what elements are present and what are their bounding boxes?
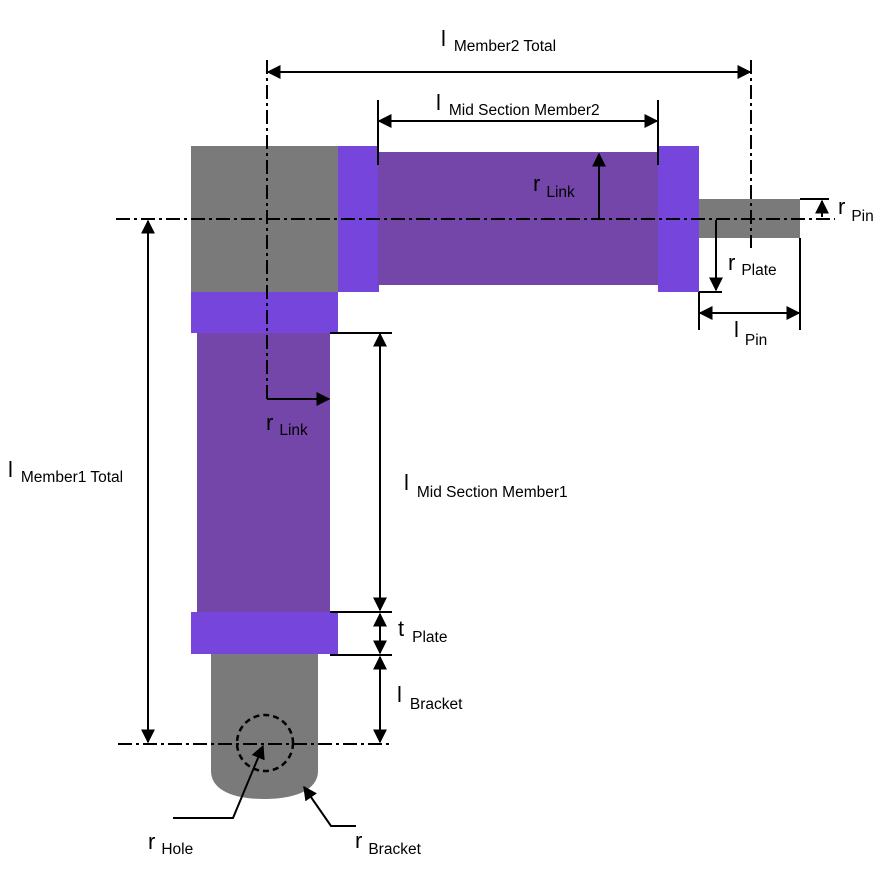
label-l-member2-total: l Member2 Total [441,26,556,55]
labels: l Member2 Total l Mid Section Member2 r Lin… [8,26,874,858]
label-r-link-left: r Link [266,410,308,439]
center-lines [116,60,835,745]
label-l-pin: l Pin [734,317,767,349]
dimension-lines [141,65,829,827]
leader-r-bracket [303,785,356,827]
label-r-hole: r Hole [148,829,193,858]
member1-mid-section [197,333,330,612]
label-r-plate: r Plate [728,250,777,279]
label-l-member1-total: l Member1 Total [8,457,123,486]
label-l-mid-section-member2: l Mid Section Member2 [436,90,600,119]
label-r-link-top: r Link [533,171,575,201]
corner-block [191,146,339,292]
label-t-plate: t Plate [398,616,447,646]
label-r-pin: r Pin [838,194,874,225]
leader-r-hole [173,744,265,819]
label-r-bracket: r Bracket [355,828,422,858]
member1-top-plate [191,292,338,333]
bracket [211,654,318,799]
label-l-mid-section-member1: l Mid Section Member1 [404,470,568,501]
components [191,146,800,799]
label-l-bracket: l Bracket [397,682,463,713]
member1-bottom-plate [191,612,338,654]
